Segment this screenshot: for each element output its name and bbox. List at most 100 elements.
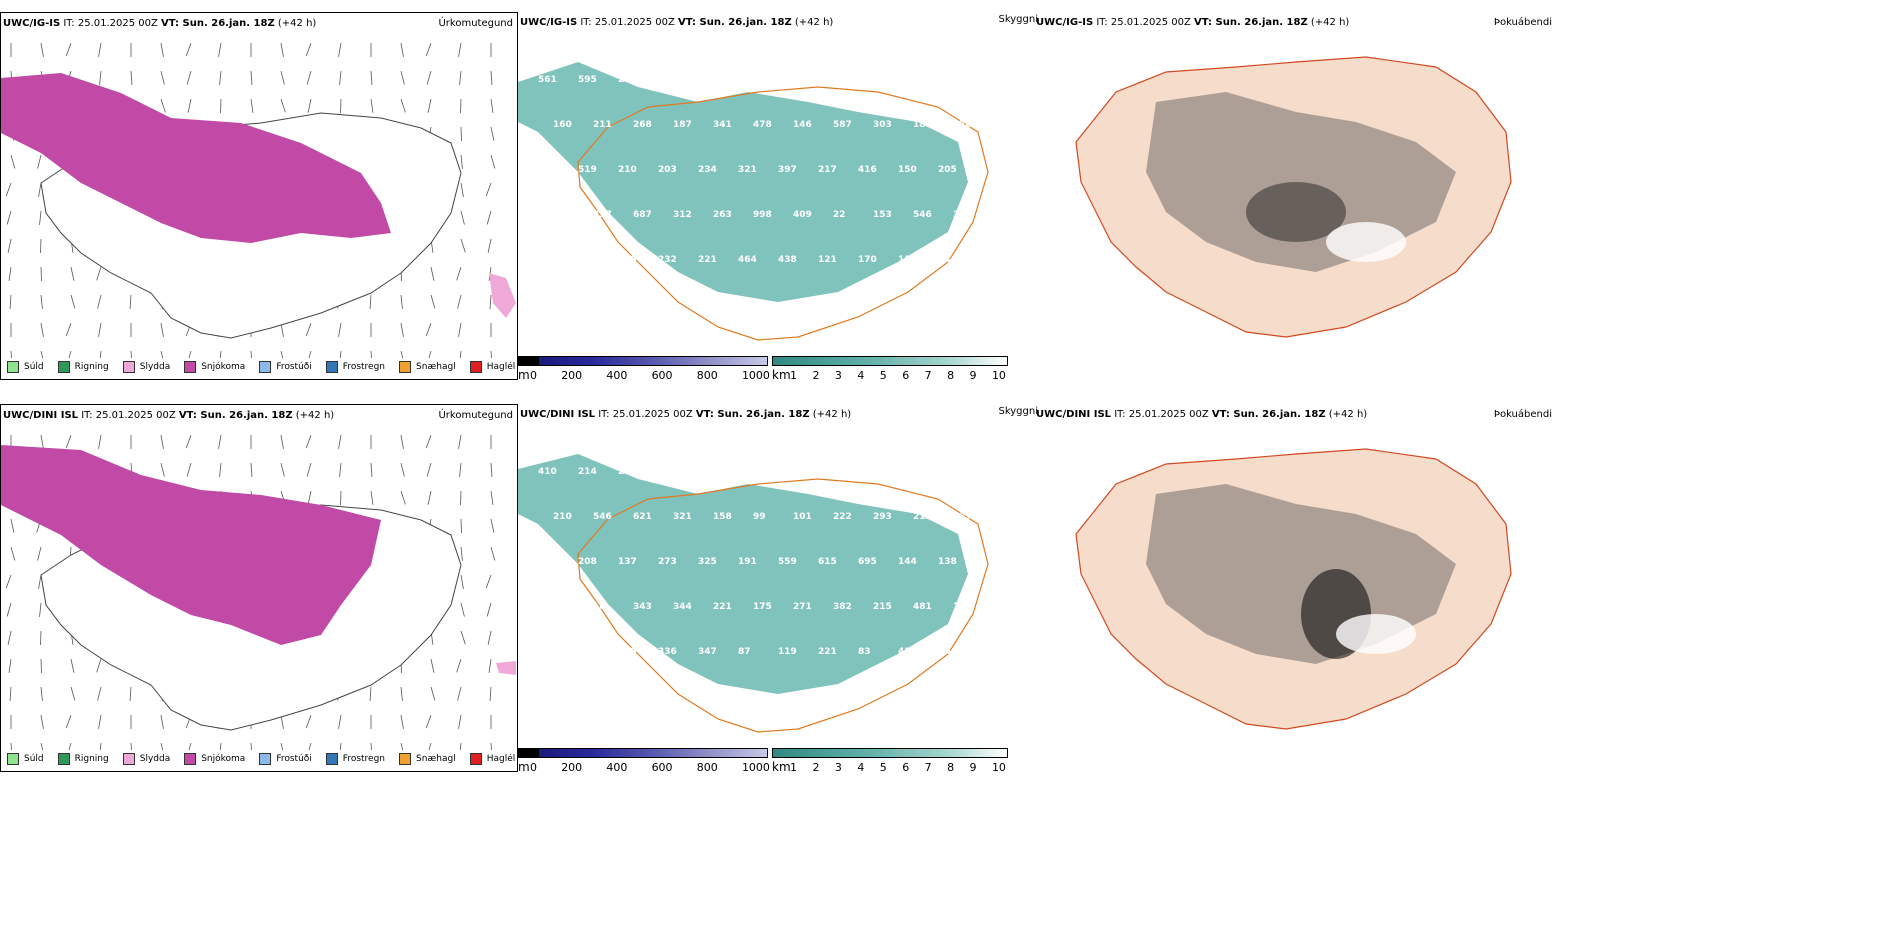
wind-barb [70,658,75,673]
wind-barb [40,714,44,729]
wind-barb [130,350,132,358]
cloud-base-label: 187 [673,120,692,130]
cloud-base-label: 228 [698,75,717,85]
wind-barb [459,350,462,358]
cloud-base-label: 150 [898,165,917,175]
cloud-base-labels: 561 595 221 172 228 380 424 531 332 250 347 160 211 2… [538,75,972,265]
cloud-base-label: 119 [778,647,797,657]
cloud-base-label: 84 [938,255,951,265]
cloud-map-label: Skyggni [998,406,1038,417]
wind-barb [458,42,462,57]
cloud-base-label: 519 [578,165,597,175]
wind-barb [460,602,465,617]
wind-barb [70,294,76,309]
fog-map [1075,448,1512,730]
cloud-base-label: 416 [858,165,877,175]
cloud-base-label: 528 [938,467,957,477]
cloud-base-label: 131 [578,255,597,265]
wind-barb [428,742,432,750]
wind-barb [426,462,432,477]
wind-barb [460,574,464,589]
wind-barb [370,98,374,113]
wind-barb [6,210,12,225]
cloud-base-label: 280 [898,467,917,477]
height-colorbar: m 0 200 400 600 800 1000 [518,748,770,772]
iceland-land [1075,448,1512,730]
wind-barb [99,350,102,358]
wind-barb [185,434,192,449]
wind-barb [10,742,12,750]
wind-barb [339,462,342,477]
fog-map-title: UWC/IG-IS IT: 25.01.2025 00Z VT: Sun. 26… [1036,17,1350,28]
cloud-base-label: 170 [858,255,877,265]
cloud-base-label: 347 [698,647,717,657]
wind-barb [339,742,342,750]
height-colorbar: m 0 200 400 600 800 1000 [518,356,770,380]
cloud-base-label: 303 [873,120,892,130]
precip-map-label: Úrkomutegund [438,18,513,29]
wind-barb [160,714,164,729]
wind-barb [490,70,493,85]
wind-barb [10,518,15,533]
wind-barb [425,434,432,449]
wind-barb [7,630,12,645]
wind-barb [187,98,192,113]
cloud-base-label: 587 [833,120,852,130]
cloud-map-panel-row1: UWC/IG-IS IT: 25.01.2025 00Z VT: Sun. 26… [518,12,1038,380]
cloud-base-label: 347 [938,75,957,85]
wind-barb [486,210,492,225]
precip-map-label: Úrkomutegund [438,410,513,421]
cloud-base-label: 695 [858,557,877,567]
wind-barb [460,182,464,197]
wind-barb [427,98,432,113]
wind-barb [129,294,132,309]
cloud-base-label: 215 [873,602,892,612]
wind-barb [280,98,286,113]
wind-barb [400,322,404,337]
wind-barb [160,42,164,57]
wind-barb [40,686,43,701]
wind-barb [428,350,432,358]
wind-barb [487,238,492,253]
wind-barb [186,462,192,477]
wind-barb [488,658,492,673]
wind-barb [338,42,342,57]
cloud-base-label: 268 [633,120,652,130]
wind-barb [9,294,12,309]
wind-barb [400,294,403,309]
cloud-base-label: 546 [913,210,932,220]
wind-barb [400,70,405,85]
wind-barb [339,350,342,358]
wind-barb [98,42,102,57]
cloud-base-label: 187 [953,512,972,522]
wind-barb [280,434,284,449]
wind-barb [460,154,463,169]
cloud-base-label: 357 [738,467,757,477]
wind-barb [370,350,372,358]
cloud-base-label: 312 [673,210,692,220]
cloud-base-label: 232 [658,255,677,265]
wind-barb [490,518,495,533]
cloud-base-label: 382 [833,602,852,612]
wind-barb [39,210,42,225]
cloud-base-label: 373 [953,210,972,220]
cloud-map: 410 214 215 267 709 357 588 312 260 280 528 210 546 6… [518,454,989,733]
wind-barb [10,546,16,561]
cloud-base-label: 621 [633,512,652,522]
wind-barb [99,70,102,85]
wind-barb [218,434,222,449]
wind-barb [400,686,403,701]
wind-barb [96,266,102,281]
cloud-base-label: 217 [818,165,837,175]
cloud-base-label: 221 [618,75,637,85]
wind-barb [280,742,284,750]
cloud-base-label: 113 [898,255,917,265]
wind-barb [185,42,192,57]
cloud-base-label: 101 [793,512,812,522]
wind-barb [485,574,492,589]
cloud-map-panel-row2: UWC/DINI ISL IT: 25.01.2025 00Z VT: Sun.… [518,404,1038,772]
wind-barb [8,266,12,281]
wind-barb [490,350,492,358]
visibility-colorbar: km 1 2 3 4 5 6 7 8 9 10 [772,356,1008,380]
precip-map-panel-row1: UWC/IG-IS IT: 25.01.2025 00Z VT: Sun. 26… [0,12,518,380]
